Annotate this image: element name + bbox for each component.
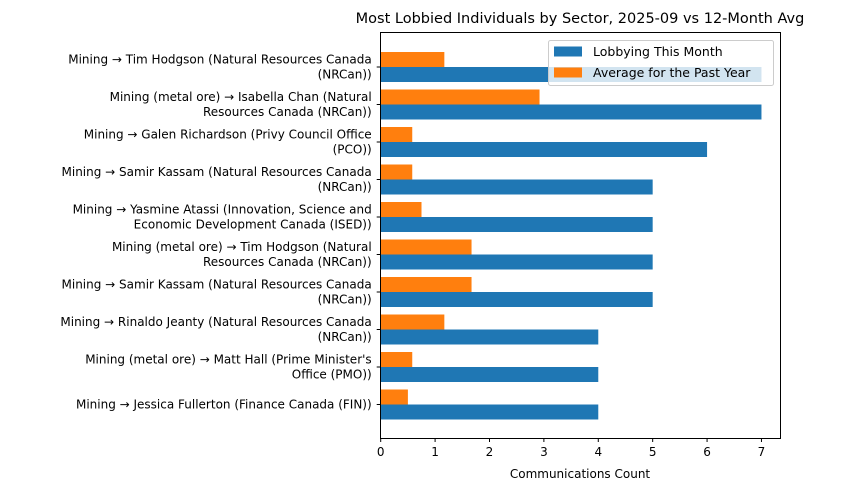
bar-lobbying-this-month (380, 329, 599, 345)
bar-average-past-year (380, 277, 472, 292)
legend-label: Average for the Past Year (593, 65, 751, 80)
legend-swatch (554, 67, 582, 78)
bar-average-past-year (380, 352, 413, 367)
x-tick-label: 4 (594, 445, 602, 459)
legend-label: Lobbying This Month (593, 44, 723, 59)
bar-lobbying-this-month (380, 367, 599, 382)
bar-average-past-year (380, 127, 413, 142)
y-tick-label: Mining (metal ore) → Tim Hodgson (Natura… (112, 240, 372, 269)
bar-lobbying-this-month (380, 292, 653, 307)
x-tick-label: 0 (377, 445, 385, 459)
x-axis-label: Communications Count (510, 467, 651, 481)
y-tick-label: Mining → Jessica Fullerton (Finance Cana… (76, 398, 372, 412)
bar-average-past-year (380, 389, 408, 405)
legend: Lobbying This Month Average for the Past … (548, 40, 774, 86)
x-tick-label: 2 (486, 445, 494, 459)
bar-lobbying-this-month (380, 254, 653, 270)
bar-average-past-year (380, 89, 540, 105)
y-tick-label: Mining → Tim Hodgson (Natural Resources … (68, 53, 371, 82)
x-tick-label: 1 (431, 445, 439, 459)
y-tick-label: Mining → Rinaldo Jeanty (Natural Resourc… (60, 315, 371, 344)
bar-average-past-year (380, 202, 422, 217)
bar-average-past-year (380, 314, 445, 330)
plot-frame (380, 32, 781, 439)
y-tick-label: Mining → Galen Richardson (Privy Council… (84, 128, 372, 157)
x-tick-label: 3 (540, 445, 548, 459)
bar-lobbying-this-month (380, 104, 762, 120)
legend-swatch (554, 46, 582, 57)
x-tick-label: 7 (758, 445, 766, 459)
bar-lobbying-this-month (380, 142, 708, 157)
y-tick-label: Mining → Samir Kassam (Natural Resources… (62, 278, 372, 307)
y-tick-label: Mining → Samir Kassam (Natural Resources… (62, 165, 372, 194)
bar-average-past-year (380, 164, 413, 180)
y-tick-label: Mining (metal ore) → Isabella Chan (Natu… (110, 90, 372, 119)
bar-average-past-year (380, 52, 445, 67)
bar-lobbying-this-month (380, 404, 599, 420)
chart-title: Most Lobbied Individuals by Sector, 2025… (356, 11, 805, 27)
bar-average-past-year (380, 239, 472, 255)
bar-lobbying-this-month (380, 217, 653, 232)
y-tick-label: Mining → Yasmine Atassi (Innovation, Sci… (73, 203, 372, 232)
x-tick-label: 6 (703, 445, 711, 459)
bar-lobbying-this-month (380, 179, 653, 195)
legend-box (548, 40, 774, 86)
x-tick-label: 5 (649, 445, 657, 459)
y-tick-label: Mining (metal ore) → Matt Hall (Prime Mi… (85, 353, 372, 382)
